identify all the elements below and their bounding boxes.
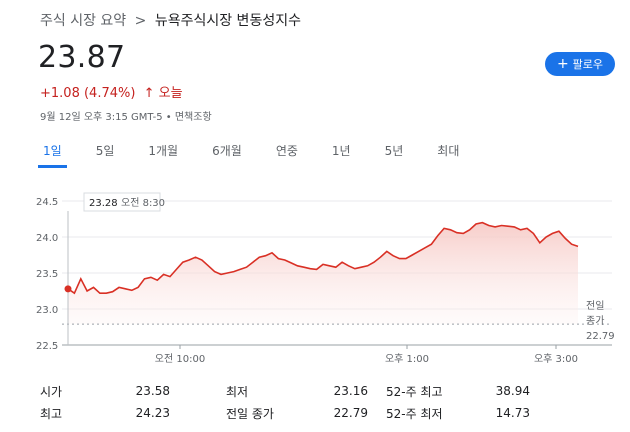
tab-max[interactable]: 최대 <box>437 144 460 158</box>
previous-close-label-2: 종가 <box>586 315 604 327</box>
stat-label: 최저 <box>226 384 249 399</box>
quote-timestamp: 9월 12일 오후 3:15 GMT-5 • 면책조항 <box>40 112 212 123</box>
chart-y-axis: 22.5 23.0 23.5 24.0 24.5 <box>36 197 58 352</box>
tab-ytd[interactable]: 연중 <box>275 144 298 158</box>
breadcrumb-parent-link[interactable]: 주식 시장 요약 <box>40 13 127 29</box>
key-stats: 시가 23.58 최저 23.16 52-주 최고 38.94 최고 24.23… <box>40 380 612 424</box>
x-tick-label: 오전 10:00 <box>155 353 205 365</box>
tab-5y[interactable]: 5년 <box>384 144 404 158</box>
breadcrumb-separator: > <box>134 13 147 29</box>
stat-label: 전일 종가 <box>226 406 274 421</box>
y-tick-label: 24.5 <box>36 197 58 208</box>
previous-close-value: 22.79 <box>586 331 615 342</box>
stat-value: 22.79 <box>333 406 368 420</box>
tab-6m[interactable]: 6개월 <box>212 144 242 158</box>
stat-value: 24.23 <box>135 406 170 420</box>
price-change-value: +1.08 (4.74%) <box>40 86 136 101</box>
stat-value: 23.16 <box>333 384 368 398</box>
stat-label: 시가 <box>40 384 63 399</box>
breadcrumb-current: 뉴욕주식시장 변동성지수 <box>154 13 301 29</box>
tab-1y[interactable]: 1년 <box>331 144 351 158</box>
y-tick-label: 23.0 <box>36 305 58 316</box>
price-change: +1.08 (4.74%) ↑ 오늘 <box>40 82 183 101</box>
follow-button[interactable]: + 팔로우 <box>545 52 615 76</box>
stat-value: 23.58 <box>135 384 170 398</box>
stats-row: 시가 23.58 최저 23.16 52-주 최고 38.94 <box>40 380 612 402</box>
range-tabs: 1일 5일 1개월 6개월 연중 1년 5년 최대 <box>38 142 464 168</box>
stat-value: 14.73 <box>495 406 530 420</box>
price-change-period: 오늘 <box>158 86 183 101</box>
stats-row: 최고 24.23 전일 종가 22.79 52-주 최저 14.73 <box>40 402 612 424</box>
breadcrumb: 주식 시장 요약 > 뉴욕주식시장 변동성지수 <box>40 10 301 30</box>
stat-label: 52-주 최고 <box>386 384 443 399</box>
chart-cursor-point <box>64 285 72 293</box>
y-tick-label: 24.0 <box>36 233 58 244</box>
tooltip-value: 23.28 <box>89 198 118 209</box>
tab-5d[interactable]: 5일 <box>95 144 115 158</box>
current-price: 23.87 <box>38 40 126 75</box>
follow-button-label: 팔로우 <box>572 58 604 71</box>
x-tick-label: 오후 3:00 <box>534 353 578 365</box>
chart-x-axis: 오전 10:00 오후 1:00 오후 3:00 <box>155 345 578 365</box>
tooltip-time: 오전 8:30 <box>121 197 165 209</box>
y-tick-label: 22.5 <box>36 341 58 352</box>
stat-label: 52-주 최저 <box>386 406 443 421</box>
plus-icon: + <box>556 56 569 72</box>
chart-tooltip: 23.28 오전 8:30 <box>83 192 165 212</box>
stat-label: 최고 <box>40 406 63 421</box>
tab-1d[interactable]: 1일 <box>38 142 67 168</box>
arrow-up-icon: ↑ <box>143 86 155 101</box>
previous-close-label-1: 전일 <box>586 300 604 312</box>
price-chart[interactable]: 22.5 23.0 23.5 24.0 24.5 오전 10:00 오후 1:00 오후 3… <box>0 185 630 375</box>
chart-series-line <box>67 221 579 295</box>
tab-1m[interactable]: 1개월 <box>148 144 179 158</box>
chart-area-fill <box>68 222 578 325</box>
y-tick-label: 23.5 <box>36 269 58 280</box>
x-tick-label: 오후 1:00 <box>385 353 429 365</box>
stat-value: 38.94 <box>495 384 530 398</box>
